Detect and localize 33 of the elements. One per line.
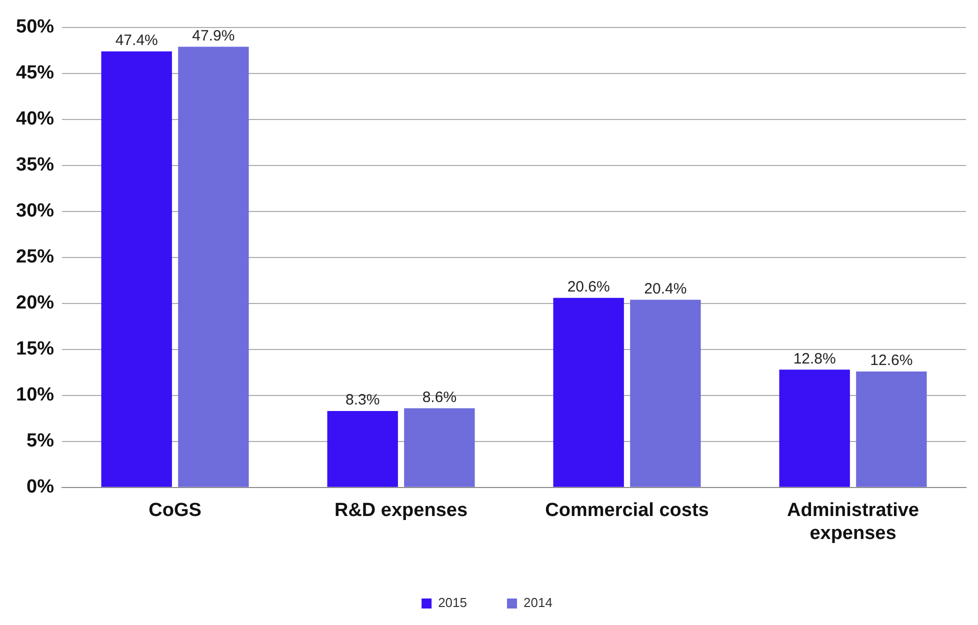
x-tick-label: R&D expenses xyxy=(334,500,468,522)
y-tick-label: 20% xyxy=(16,292,54,314)
data-label: 8.6% xyxy=(422,388,457,406)
data-label: 20.4% xyxy=(644,280,687,298)
y-tick-label: 45% xyxy=(16,62,54,84)
y-tick-label: 35% xyxy=(16,154,54,176)
y-tick-label: 5% xyxy=(26,430,54,452)
y-tick-label: 30% xyxy=(16,200,54,222)
bar xyxy=(630,300,701,487)
data-label: 12.8% xyxy=(793,350,836,368)
data-label: 20.6% xyxy=(567,278,610,296)
data-label: 47.9% xyxy=(192,27,235,44)
y-tick-label: 10% xyxy=(16,384,54,406)
x-tick-label: CoGS xyxy=(148,500,202,522)
bar xyxy=(178,46,249,487)
y-tick-label: 15% xyxy=(16,338,54,360)
y-tick-label: 0% xyxy=(26,476,54,498)
y-tick-label: 50% xyxy=(16,16,54,38)
y-tick-label: 40% xyxy=(16,108,54,130)
data-label: 47.4% xyxy=(115,32,158,49)
legend-label: 2015 xyxy=(438,595,467,610)
y-tick-label: 25% xyxy=(16,246,54,268)
legend-label: 2014 xyxy=(524,595,552,610)
bar xyxy=(327,411,398,487)
x-tick-label: Administrative expenses xyxy=(787,500,919,544)
bar xyxy=(779,370,850,487)
bar xyxy=(553,298,624,487)
x-tick-label: Commercial costs xyxy=(545,500,709,522)
bar xyxy=(101,51,172,487)
bar xyxy=(856,371,927,487)
data-label: 8.3% xyxy=(345,392,380,409)
data-label: 12.6% xyxy=(870,352,913,370)
bar xyxy=(404,408,475,487)
